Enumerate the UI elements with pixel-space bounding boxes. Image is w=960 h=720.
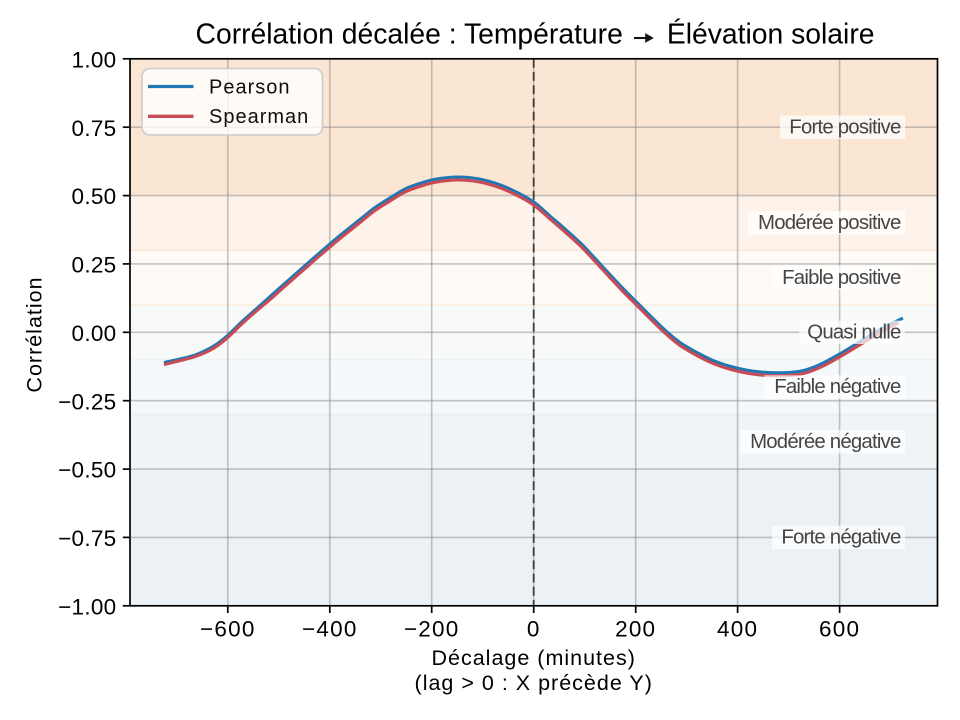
svg-text:0.00: 0.00 xyxy=(72,321,117,346)
svg-text:Décalage (minutes): Décalage (minutes) xyxy=(431,646,635,670)
svg-text:Corrélation décalée : Températ: Corrélation décalée : Température → Élév… xyxy=(196,18,875,50)
svg-text:−1.00: −1.00 xyxy=(58,594,116,619)
svg-text:Modérée positive: Modérée positive xyxy=(758,212,901,234)
svg-text:Modérée négative: Modérée négative xyxy=(750,431,901,453)
svg-text:−200: −200 xyxy=(404,616,459,641)
svg-text:Pearson: Pearson xyxy=(209,76,291,98)
svg-text:Forte positive: Forte positive xyxy=(789,116,901,138)
svg-text:Faible négative: Faible négative xyxy=(774,376,901,398)
svg-text:600: 600 xyxy=(819,616,860,641)
svg-text:0.75: 0.75 xyxy=(72,116,117,141)
svg-text:Corrélation: Corrélation xyxy=(23,276,47,392)
svg-text:−400: −400 xyxy=(302,616,357,641)
svg-text:−600: −600 xyxy=(200,616,255,641)
svg-text:Quasi nulle: Quasi nulle xyxy=(807,322,901,344)
svg-text:Faible positive: Faible positive xyxy=(782,267,901,289)
svg-text:(lag > 0 : X précède Y): (lag > 0 : X précède Y) xyxy=(415,671,653,695)
svg-text:0: 0 xyxy=(527,616,541,641)
svg-text:400: 400 xyxy=(717,616,758,641)
svg-text:200: 200 xyxy=(615,616,656,641)
svg-text:−0.50: −0.50 xyxy=(58,458,116,483)
svg-text:0.25: 0.25 xyxy=(72,253,117,278)
svg-text:0.50: 0.50 xyxy=(72,184,117,209)
svg-text:Forte négative: Forte négative xyxy=(781,527,901,549)
svg-text:Spearman: Spearman xyxy=(209,106,309,128)
svg-text:−0.75: −0.75 xyxy=(58,526,116,551)
svg-text:−0.25: −0.25 xyxy=(58,389,116,414)
svg-text:1.00: 1.00 xyxy=(72,47,117,72)
